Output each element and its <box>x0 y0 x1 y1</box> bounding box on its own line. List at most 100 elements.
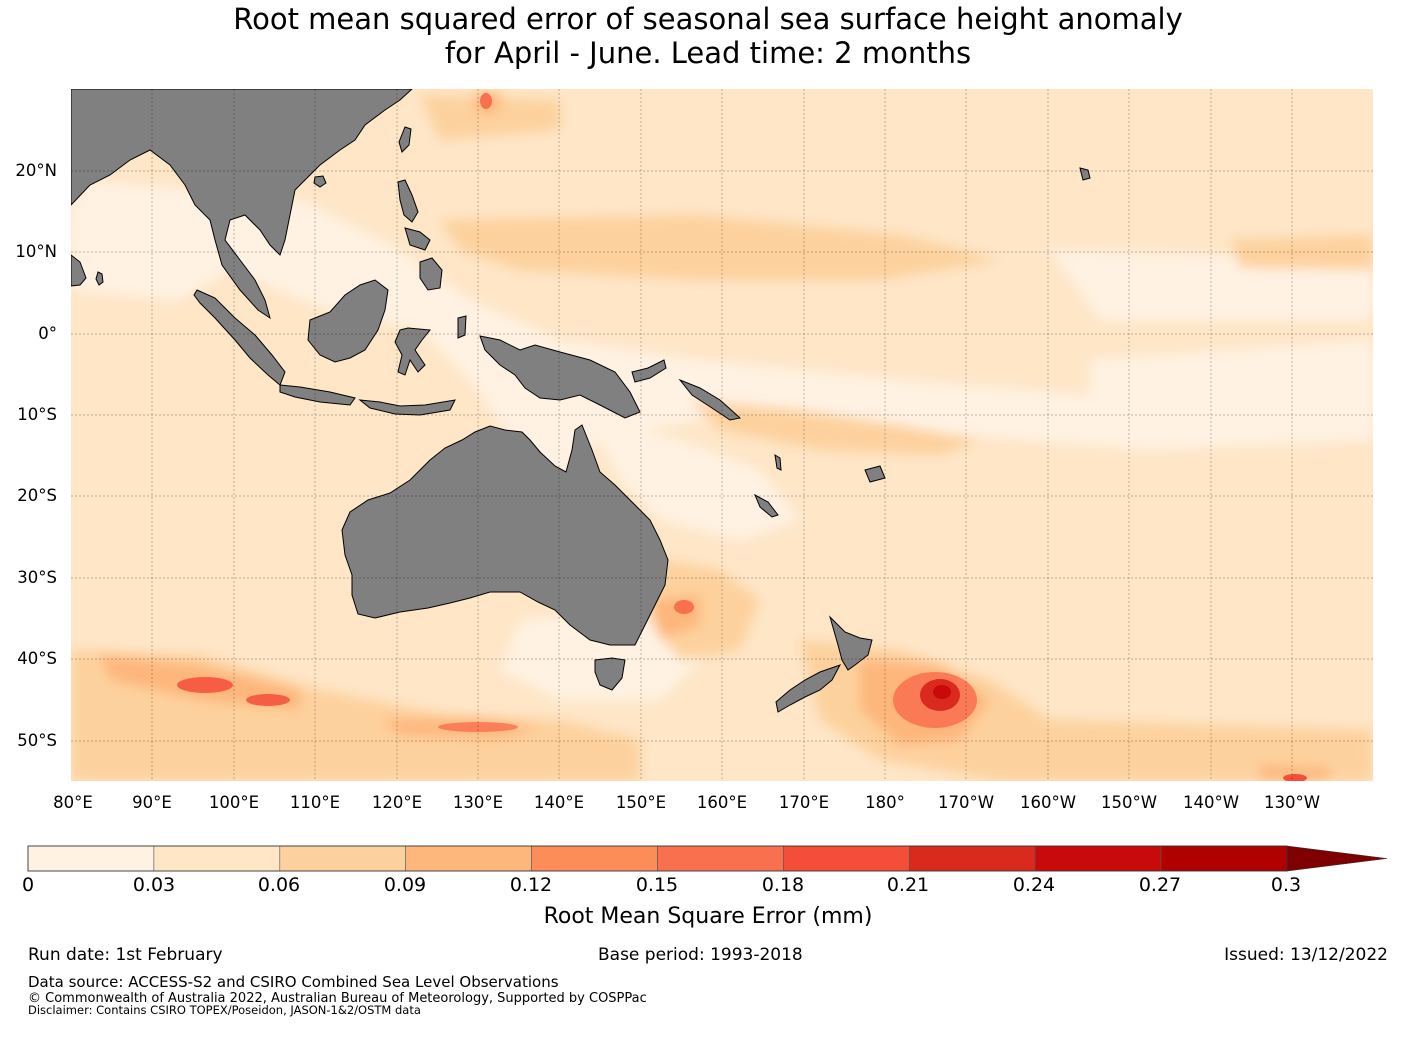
lat-label-20S: 20°S <box>17 486 57 505</box>
lon-label-150W: 150°W <box>1100 793 1158 812</box>
lon-label-110E: 110°E <box>289 793 341 812</box>
land-asia <box>71 89 413 320</box>
colorbar-bin-7 <box>908 845 1036 872</box>
lon-label-130E: 130°E <box>452 793 504 812</box>
colorbar-extend-arrow <box>1286 845 1388 872</box>
field-low-eastpac <box>1090 340 1373 410</box>
land-philippines-mid <box>404 227 431 251</box>
gridlines <box>71 89 1373 781</box>
lon-label-160W: 160°W <box>1019 793 1077 812</box>
field-mid-equator-north <box>440 215 1000 280</box>
field-low-westpac <box>80 180 1373 480</box>
colorbar-bin-5 <box>657 845 784 872</box>
field-low-southoz <box>500 610 700 700</box>
field-low-nw <box>71 200 230 300</box>
land-fiji <box>864 465 886 483</box>
colorbar-tick-6: 0.18 <box>761 874 805 896</box>
land-india-tip <box>71 254 87 287</box>
lat-label-50S: 50°S <box>17 731 57 750</box>
colorbar-outline <box>27 845 1288 872</box>
lon-label-130W: 130°W <box>1263 793 1321 812</box>
land-hainan <box>313 175 327 188</box>
colorbar-tick-9: 0.27 <box>1138 874 1182 896</box>
colorbar-tick-8: 0.24 <box>1012 874 1056 896</box>
colorbar-tick-4: 0.12 <box>509 874 553 896</box>
hotspot-eac <box>674 600 694 614</box>
lon-label-170E: 170°E <box>778 793 830 812</box>
colorbar-bin-0 <box>27 845 155 872</box>
land-australia <box>341 424 669 646</box>
colorbar-label: Root Mean Square Error (mm) <box>543 904 873 929</box>
map-area <box>71 89 1373 781</box>
lat-label-0: 0° <box>38 324 57 343</box>
field-mid-south-pac <box>690 400 980 455</box>
land-sri-lanka <box>95 271 104 286</box>
lon-label-170W: 170°W <box>937 793 995 812</box>
field-high-se <box>1260 765 1330 781</box>
colorbar-bin-6 <box>783 845 910 872</box>
land-lesser-sunda <box>358 399 456 416</box>
land-vanuatu <box>774 454 782 471</box>
chart-title: Root mean squared error of seasonal sea … <box>0 2 1416 70</box>
field-mid-topleft <box>420 95 560 140</box>
hotspot-sio-1 <box>177 677 233 693</box>
lat-label-20N: 20°N <box>15 161 57 180</box>
colorbar-bin-9 <box>1160 845 1288 872</box>
lat-label-10S: 10°S <box>17 405 57 424</box>
land-borneo <box>307 279 389 363</box>
land-solomons <box>678 378 742 421</box>
colorbar-bin-8 <box>1034 845 1162 872</box>
colorbar-bin-1 <box>153 845 281 872</box>
lon-label-140E: 140°E <box>533 793 585 812</box>
colorbar <box>27 845 1388 872</box>
lon-label-140W: 140°W <box>1182 793 1240 812</box>
land-taiwan <box>398 126 412 153</box>
data-source: Data source: ACCESS-S2 and CSIRO Combine… <box>28 973 559 991</box>
colorbar-tick-0: 0 <box>21 874 35 896</box>
field-mid-equator-east <box>1230 235 1373 270</box>
hotspot-kuroshio <box>480 93 492 109</box>
colorbar-bin-3 <box>405 845 532 872</box>
land-sumatra <box>193 289 286 386</box>
hotspot-sio-3 <box>438 722 518 732</box>
colorbar-tick-1: 0.03 <box>132 874 176 896</box>
colorbar-tick-10: 0.3 <box>1270 874 1302 896</box>
colorbar-bin-2 <box>279 845 406 872</box>
land-java <box>279 384 356 406</box>
land <box>71 89 1091 713</box>
lon-label-80E: 80°E <box>53 793 93 812</box>
error-field <box>71 92 1373 781</box>
land-sulawesi <box>394 327 431 376</box>
colorbar-bin-4 <box>531 845 658 872</box>
land-philippines-mindanao <box>419 257 443 291</box>
land-new-caledonia <box>753 493 779 518</box>
lat-label-30S: 30°S <box>17 568 57 587</box>
title-line-1: Root mean squared error of seasonal sea … <box>233 2 1183 36</box>
land-halmahera <box>457 315 467 339</box>
lon-label-150E: 150°E <box>615 793 667 812</box>
land-hawaii <box>1079 167 1091 181</box>
disclaimer: Disclaimer: Contains CSIRO TOPEX/Poseido… <box>28 1003 421 1017</box>
field-low-coral <box>590 420 800 540</box>
lon-label-160E: 160°E <box>696 793 748 812</box>
lat-label-10N: 10°N <box>15 242 57 261</box>
copyright: © Commonwealth of Australia 2022, Austra… <box>28 991 647 1006</box>
hotspot-sio-2 <box>246 694 290 706</box>
lon-label-120E: 120°E <box>371 793 423 812</box>
lon-label-90E: 90°E <box>132 793 172 812</box>
land-tasmania <box>594 657 626 691</box>
land-new-britain <box>631 359 667 383</box>
land-nz-south <box>775 664 842 713</box>
land-philippines-luzon <box>397 179 419 223</box>
title-line-2: for April - June. Lead time: 2 months <box>444 36 972 70</box>
lon-label-180: 180° <box>865 793 905 812</box>
hotspot-nz-core <box>933 685 951 699</box>
hotspot-se <box>1283 774 1307 781</box>
field-mid-eac <box>650 560 760 660</box>
colorbar-tick-7: 0.21 <box>886 874 930 896</box>
land-new-guinea <box>479 335 641 419</box>
base-period: Base period: 1993-2018 <box>598 945 803 965</box>
lon-label-100E: 100°E <box>208 793 260 812</box>
land-nz-north <box>828 615 873 671</box>
